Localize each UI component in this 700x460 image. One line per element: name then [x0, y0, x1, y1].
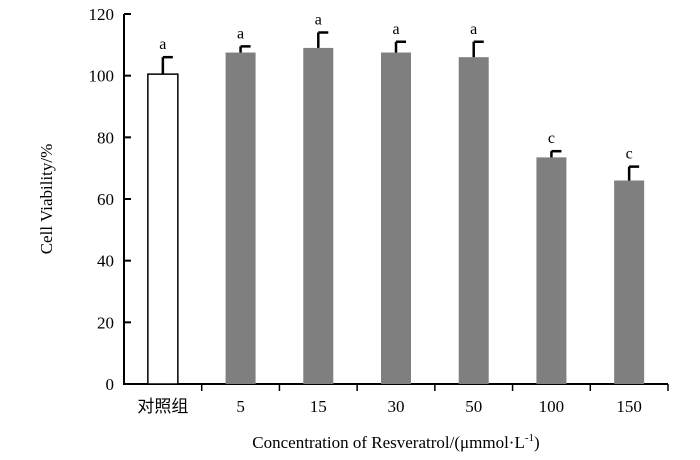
- bar-0: [147, 73, 179, 385]
- y-ticks: 0 20 40 60 80 100 120: [89, 5, 131, 394]
- y-tick-label: 40: [97, 252, 114, 271]
- x-tick-label: 100: [539, 397, 565, 416]
- x-tick-label: 30: [388, 397, 405, 416]
- y-tick-label: 80: [97, 128, 114, 147]
- y-tick-label: 100: [89, 67, 115, 86]
- significance-label-1: a: [237, 25, 244, 42]
- bars: a a a a a c c: [147, 12, 645, 385]
- y-axis-title: Cell Viability/%: [37, 144, 56, 255]
- significance-label-5: c: [548, 130, 555, 147]
- y-tick-label: 20: [97, 313, 114, 332]
- x-tick-label: 150: [616, 397, 642, 416]
- bar-4: [458, 57, 489, 385]
- significance-label-2: a: [315, 12, 322, 29]
- bar-6: [614, 180, 645, 384]
- significance-label-0: a: [159, 36, 166, 53]
- y-tick-label: 120: [89, 5, 115, 24]
- x-tick-label: 5: [236, 397, 245, 416]
- x-axis-title-close: ): [534, 433, 540, 452]
- x-tick-label: 对照组: [137, 397, 188, 416]
- bar-5: [536, 157, 567, 384]
- x-axis-title-main: Concentration of Resveratrol/(μmmol·L: [252, 433, 525, 452]
- bar-2: [303, 47, 334, 385]
- bar-3: [381, 52, 411, 385]
- significance-label-3: a: [392, 21, 399, 38]
- x-ticks: 对照组 5 15 30 50 100 150: [137, 384, 669, 416]
- significance-label-4: a: [470, 21, 477, 38]
- bar-1: [225, 52, 256, 385]
- x-axis-title-superscript: -1: [525, 432, 534, 444]
- x-tick-label: 50: [465, 397, 482, 416]
- x-tick-label: 15: [310, 397, 327, 416]
- x-axis-title: Concentration of Resveratrol/(μmmol·L-1): [252, 432, 539, 452]
- significance-label-6: c: [626, 146, 633, 163]
- y-tick-label: 60: [97, 190, 114, 209]
- y-tick-label: 0: [106, 375, 115, 394]
